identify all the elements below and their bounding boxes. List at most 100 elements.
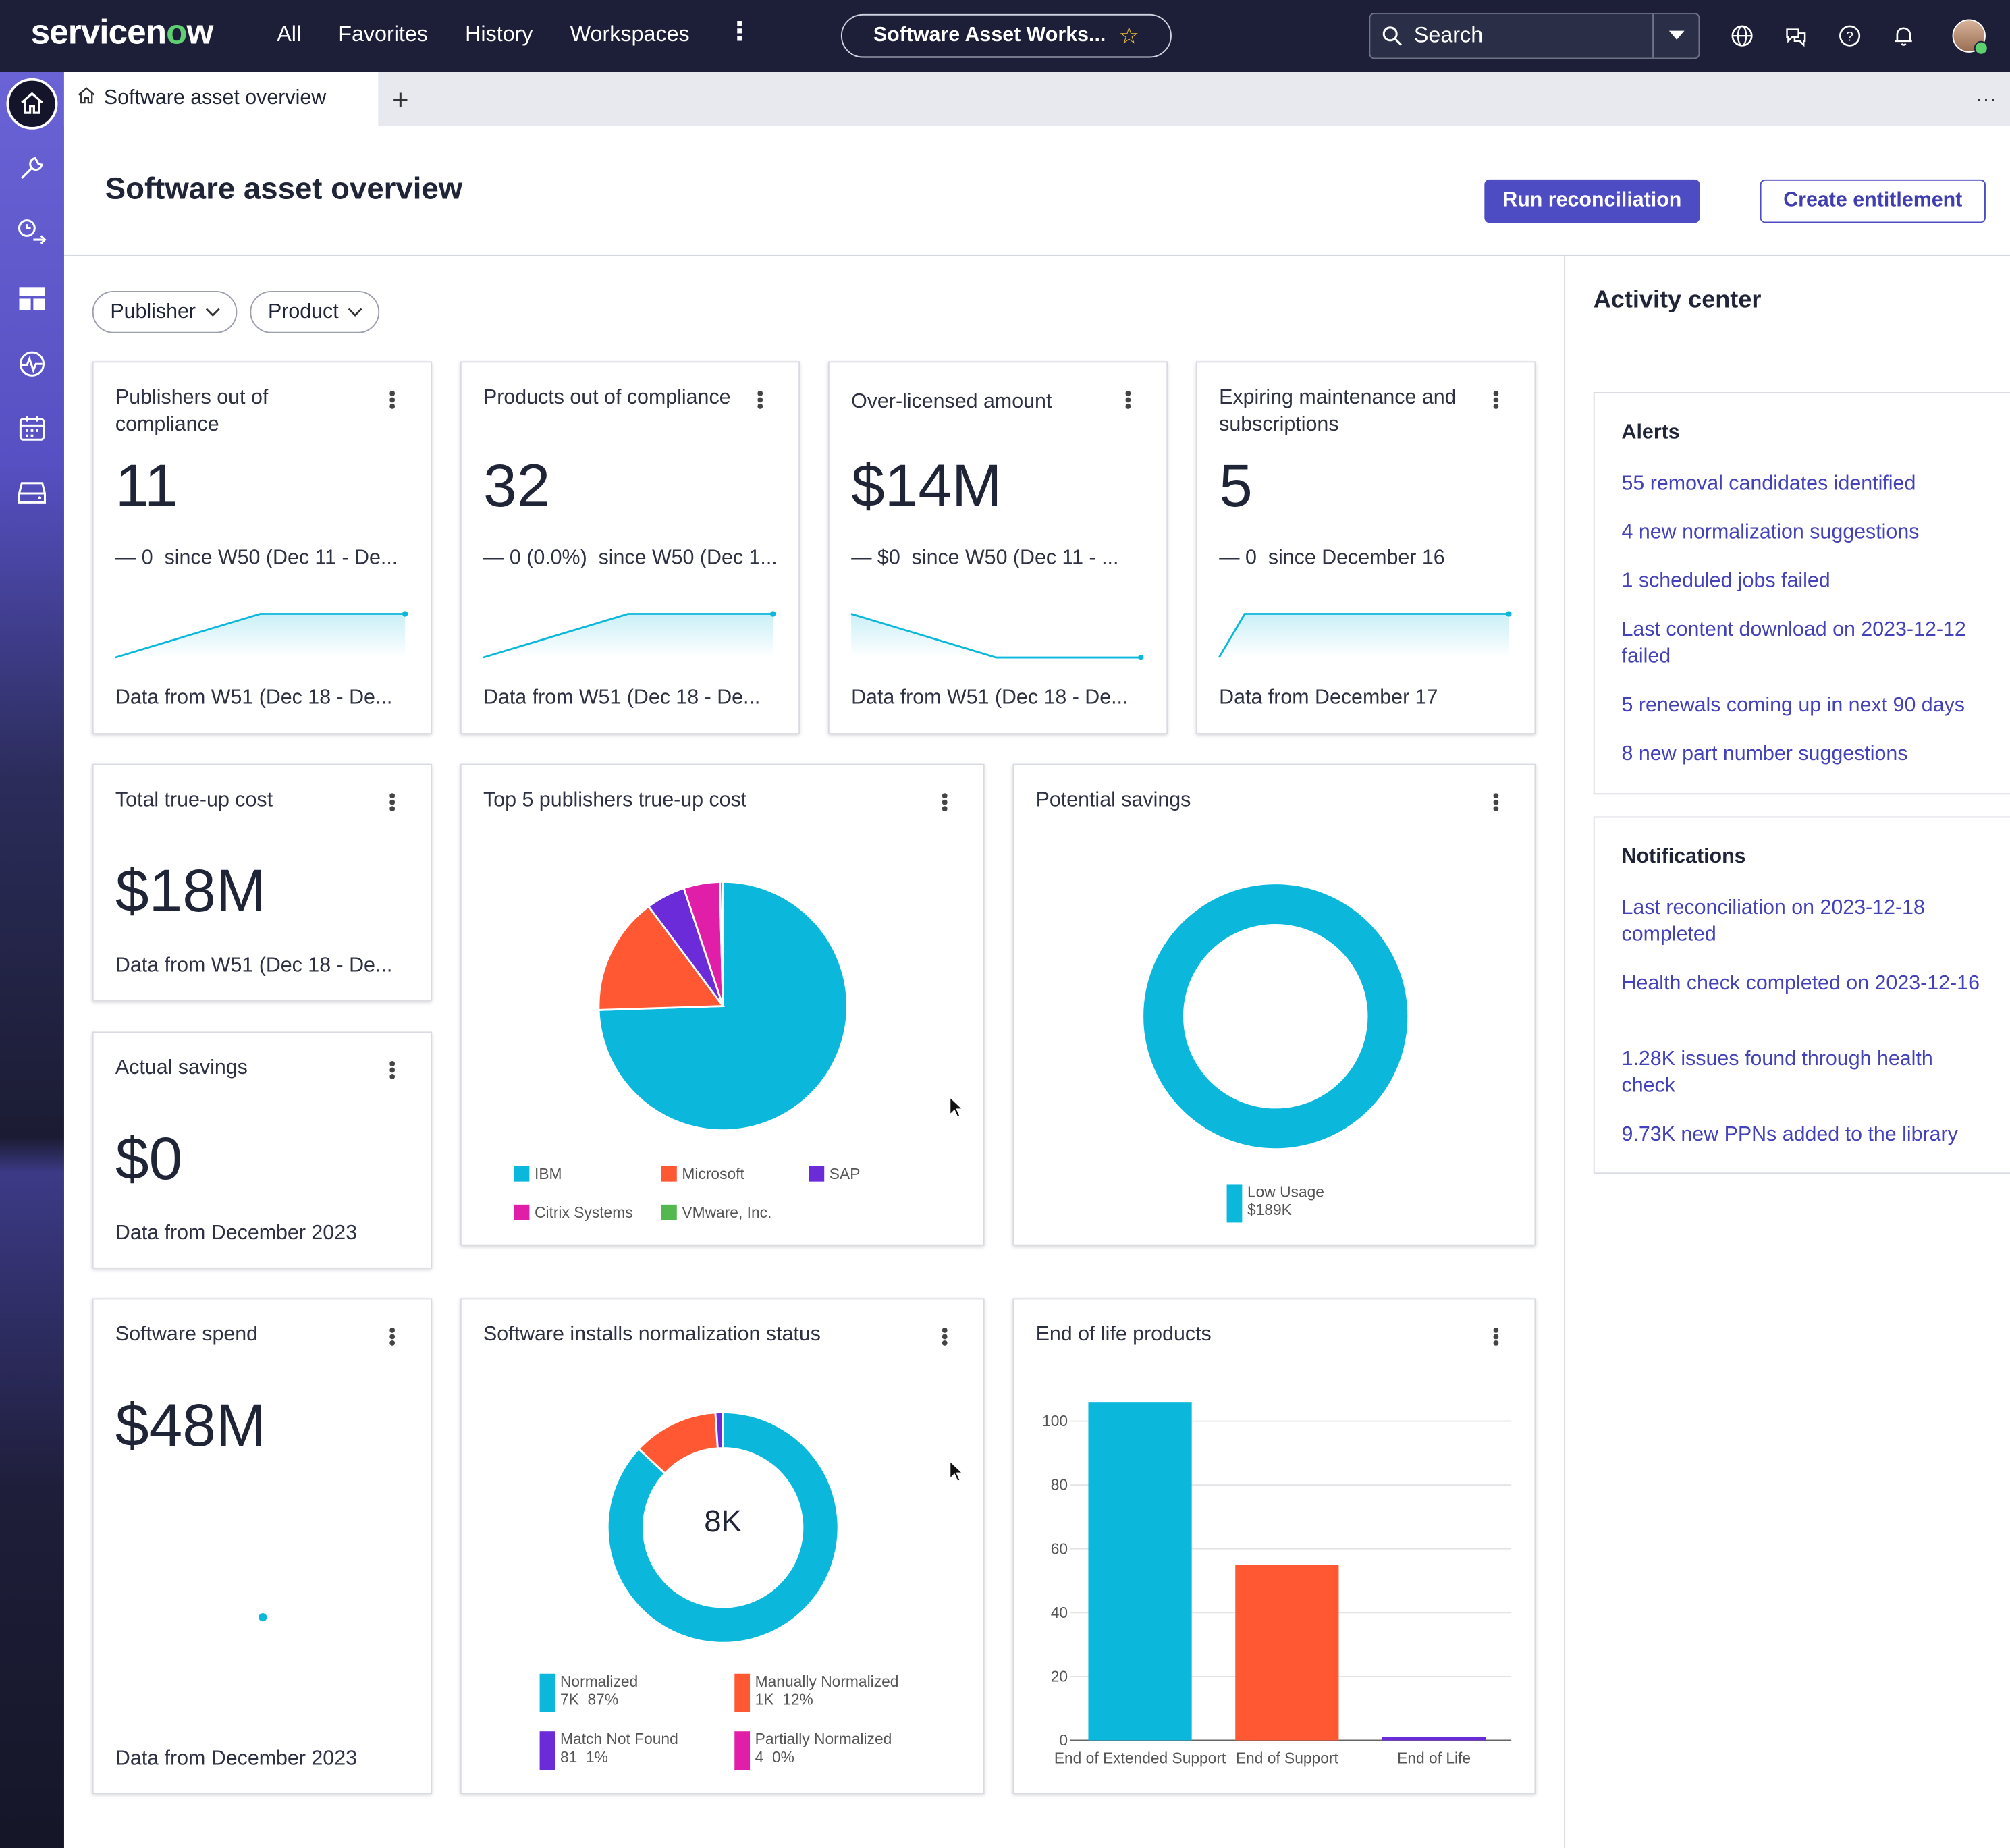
card-title: Products out of compliance: [483, 387, 731, 409]
kebab-icon[interactable]: [942, 1328, 948, 1346]
avatar[interactable]: [1952, 19, 1988, 55]
global-search[interactable]: Search: [1369, 12, 1700, 59]
actual-savings-card[interactable]: Actual savings $0 Data from December 202…: [92, 1031, 433, 1269]
alert-link[interactable]: 5 renewals coming up in next 90 days: [1621, 695, 1965, 717]
kpi-card-publishers[interactable]: Publishers out of compliance 11 — 0 sinc…: [92, 361, 433, 734]
legend-label: Normalized 7K 87%: [560, 1672, 639, 1709]
nav-all[interactable]: All: [277, 22, 302, 47]
tab-more-icon[interactable]: ...: [1976, 84, 1998, 107]
help-icon[interactable]: ?: [1836, 22, 1864, 50]
normalization-status-card[interactable]: Software installs normalization status 8…: [460, 1298, 985, 1795]
wrench-icon[interactable]: [0, 142, 64, 194]
search-input[interactable]: Search: [1413, 23, 1484, 48]
kebab-icon[interactable]: [389, 793, 395, 811]
legend-item[interactable]: SAP: [809, 1165, 860, 1183]
kpi-value: $0: [115, 1124, 183, 1192]
card-title: Publishers out of compliance: [115, 387, 269, 436]
workspace-pill[interactable]: Software Asset Works... ☆: [840, 13, 1172, 58]
software-spend-card[interactable]: Software spend $48M Data from December 2…: [92, 1298, 433, 1795]
x-tick-label: End of Life: [1397, 1749, 1471, 1767]
home-icon[interactable]: [6, 78, 58, 130]
kpi-delta: — 0 (0.0%) since W50 (Dec 1...: [483, 547, 778, 570]
create-entitlement-button[interactable]: Create entitlement: [1760, 179, 1986, 223]
end-of-life-card[interactable]: End of life products 0 20 40 60 80 100 End of …: [1012, 1298, 1536, 1795]
legend-item[interactable]: Normalized 7K 87%: [539, 1672, 639, 1712]
y-tick-label: 60: [1051, 1540, 1068, 1557]
search-scope-dropdown-icon[interactable]: [1652, 13, 1698, 58]
health-icon[interactable]: [0, 338, 64, 389]
kebab-icon[interactable]: [389, 1061, 395, 1079]
legend-swatch: [661, 1204, 677, 1220]
publisher-filter[interactable]: Publisher: [92, 291, 237, 333]
potential-savings-card[interactable]: Potential savings Low Usage $189K: [1012, 763, 1536, 1246]
pie-slice-match-not-found: [714, 1411, 724, 1450]
notification-link[interactable]: 9.73K new PPNs added to the library: [1621, 1124, 1958, 1146]
top5-publishers-card[interactable]: Top 5 publishers true-up cost IBM Microso…: [460, 763, 985, 1246]
legend-item[interactable]: Manually Normalized 1K 12%: [734, 1673, 898, 1712]
kpi-footer: Data from December 2023: [115, 1747, 357, 1770]
calendar-icon[interactable]: [0, 402, 64, 454]
legend-label: Match Not Found 81 1%: [560, 1730, 678, 1766]
legend-item[interactable]: Citrix Systems: [514, 1203, 633, 1222]
legend-item[interactable]: IBM: [514, 1165, 562, 1183]
alert-link[interactable]: 55 removal candidates identified: [1621, 472, 1916, 495]
legend-item[interactable]: Low Usage $189K: [1226, 1183, 1324, 1223]
alert-link[interactable]: Last content download on 2023-12-12 fail…: [1621, 619, 1966, 668]
legend-label: Citrix Systems: [534, 1203, 633, 1222]
kebab-icon[interactable]: [389, 391, 395, 409]
true-up-cost-card[interactable]: Total true-up cost $18M Data from W51 (D…: [92, 763, 433, 1001]
legend-item[interactable]: Match Not Found 81 1%: [539, 1730, 678, 1770]
add-tab-button[interactable]: +: [392, 83, 409, 115]
legend-item[interactable]: VMware, Inc.: [661, 1203, 771, 1222]
legend-swatch: [514, 1166, 530, 1182]
product-filter[interactable]: Product: [250, 291, 380, 333]
publisher-filter-label: Publisher: [110, 300, 196, 323]
tab-software-asset-overview[interactable]: Software asset overview: [63, 72, 379, 126]
spend-trend-point: [259, 1613, 267, 1622]
sparkline-area: [115, 614, 406, 658]
storage-icon[interactable]: [0, 466, 64, 518]
nav-history[interactable]: History: [465, 22, 533, 47]
kpi-card-over-licensed[interactable]: Over-licensed amount $14M — $0 since W50…: [827, 361, 1168, 734]
nav-workspaces[interactable]: Workspaces: [570, 22, 690, 47]
alert-link[interactable]: 8 new part number suggestions: [1621, 743, 1908, 765]
kebab-icon[interactable]: [1493, 793, 1499, 811]
kebab-icon[interactable]: [942, 793, 948, 811]
y-tick-label: 40: [1051, 1604, 1068, 1621]
notification-link[interactable]: Last reconciliation on 2023-12-18 comple…: [1621, 897, 1925, 946]
left-rail: [0, 72, 64, 1848]
star-icon[interactable]: ☆: [1118, 22, 1139, 49]
notification-link[interactable]: 1.28K issues found through health check: [1621, 1048, 1933, 1097]
eol-bar-chart: 0 20 40 60 80 100 End of Extended Support End o…: [1042, 1402, 1512, 1767]
legend-item[interactable]: Partially Normalized 4 0%: [734, 1730, 892, 1770]
alerts-heading: Alerts: [1621, 421, 1680, 443]
kebab-icon[interactable]: [1125, 391, 1131, 409]
kebab-icon[interactable]: [1493, 1328, 1499, 1346]
top5-pie-chart: [597, 880, 848, 1132]
alert-link[interactable]: 1 scheduled jobs failed: [1621, 570, 1830, 593]
kebab-icon[interactable]: [389, 1328, 395, 1346]
nav-more-icon[interactable]: ⋮: [726, 18, 753, 47]
chat-icon[interactable]: [1782, 22, 1810, 50]
activity-title: Activity center: [1593, 287, 1762, 315]
run-reconciliation-button[interactable]: Run reconciliation: [1484, 179, 1700, 223]
servicenow-logo[interactable]: servicenow: [30, 12, 214, 51]
sparkline: [115, 611, 408, 659]
bell-icon[interactable]: [1889, 22, 1918, 50]
sparkline-line: [483, 613, 773, 659]
globe-icon[interactable]: [1728, 22, 1756, 50]
legend-item[interactable]: Microsoft: [661, 1165, 744, 1183]
sparkline-last-point: [402, 611, 408, 617]
kpi-value: 11: [115, 451, 178, 519]
kebab-icon[interactable]: [1493, 391, 1499, 409]
card-title: Expiring maintenance and subscriptions: [1219, 387, 1457, 436]
dashboard-icon[interactable]: [0, 273, 64, 324]
notification-link[interactable]: Health check completed on 2023-12-16: [1621, 973, 1980, 995]
nav-favorites[interactable]: Favorites: [338, 22, 429, 47]
alert-link[interactable]: 4 new normalization suggestions: [1621, 521, 1920, 544]
kpi-card-expiring[interactable]: Expiring maintenance and subscriptions 5…: [1195, 361, 1536, 734]
kpi-card-products[interactable]: Products out of compliance 32 — 0 (0.0%)…: [460, 361, 800, 734]
kebab-icon[interactable]: [757, 391, 763, 409]
top-icons: ?: [1728, 22, 1918, 50]
reconcile-icon[interactable]: [0, 207, 64, 258]
